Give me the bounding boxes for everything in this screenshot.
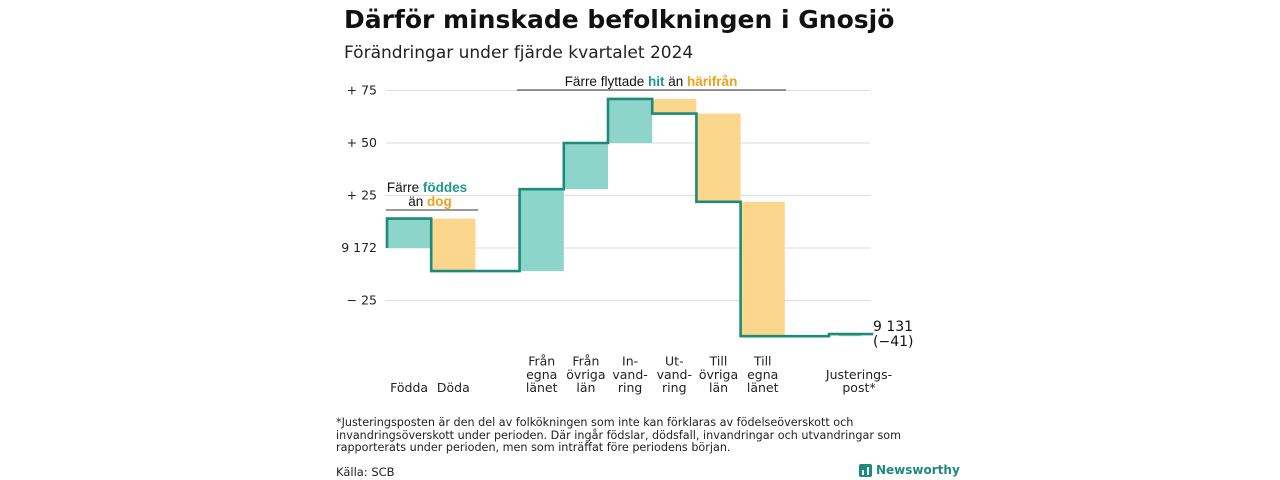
category-label-justering: Justerings- [825,367,892,382]
bar-till_ovriga [696,113,741,202]
y-tick-label: + 75 [347,83,377,98]
harifran-highlight: härifrån [687,74,737,89]
category-label-fodda: Födda [390,380,428,395]
bar-till_egna [740,201,785,337]
category-label-fran_egna: egna [526,367,557,382]
y-tick-label: + 50 [347,135,377,150]
category-label-till_ovriga: övriga [699,367,738,382]
end-change-label: (−41) [873,334,913,350]
brand-name: Newsworthy [876,463,960,477]
chart-subtitle: Förändringar under fjärde kvartalet 2024 [344,43,694,63]
step-line [385,97,874,338]
y-axis: + 75 + 50 + 25 9 172 − 25 [341,83,377,308]
category-label-till_egna: länet [747,380,779,395]
died-highlight: dog [427,194,452,209]
births-deaths-line2: än dog [408,194,452,209]
category-label-till_egna: Till [753,354,772,369]
bar-fodda [387,218,432,248]
bar-fran_ovriga [563,143,608,190]
cumulative-step-line [385,97,874,338]
births-deaths-annotation: Färre föddes än dog [386,180,478,211]
end-value-label: 9 131 [873,319,913,335]
born-highlight: föddes [423,180,467,195]
bar-utvandring [652,98,697,114]
category-label-invandring: vand- [612,367,647,382]
category-label-doda: Döda [437,380,470,395]
category-label-fran_ovriga: Från [572,354,599,369]
category-label-till_ovriga: län [709,380,728,395]
bars [387,98,861,337]
category-label-utvandring: vand- [657,367,692,382]
category-labels: Födda DödaFrånegnalänetFrånövrigalänIn-va… [390,354,892,395]
chart-title: Därför minskade befolkningen i Gnosjö [344,5,895,34]
category-label-fran_egna: länet [526,380,558,395]
bar-invandring [608,98,653,143]
y-tick-label: − 25 [347,293,377,308]
category-label-fran_ovriga: övriga [566,367,605,382]
newsworthy-logo-icon [859,463,872,477]
bar-doda [431,218,476,272]
category-label-invandring: ring [618,380,642,395]
category-label-till_egna: egna [747,367,778,382]
brand: Newsworthy [859,463,960,477]
category-label-utvandring: ring [662,380,686,395]
category-label-invandring: In- [622,354,638,369]
source-label: Källa: SCB [336,465,395,479]
footnote: *Justeringsposten är den del av folkökni… [336,416,902,454]
hit-highlight: hit [648,74,665,89]
migration-annotation: Färre flyttade hit än härifrån [517,74,786,91]
category-label-justering: post* [842,380,875,395]
y-tick-label: + 25 [347,188,377,203]
category-label-fran_egna: Från [528,354,555,369]
category-label-fran_ovriga: län [576,380,595,395]
category-label-utvandring: Ut- [665,354,684,369]
y-tick-label: 9 172 [341,240,377,255]
migration-label: Färre flyttade hit än härifrån [565,74,738,89]
bar-fran_egna [519,189,564,272]
births-deaths-line1: Färre föddes [387,180,467,195]
category-label-till_ovriga: Till [709,354,728,369]
